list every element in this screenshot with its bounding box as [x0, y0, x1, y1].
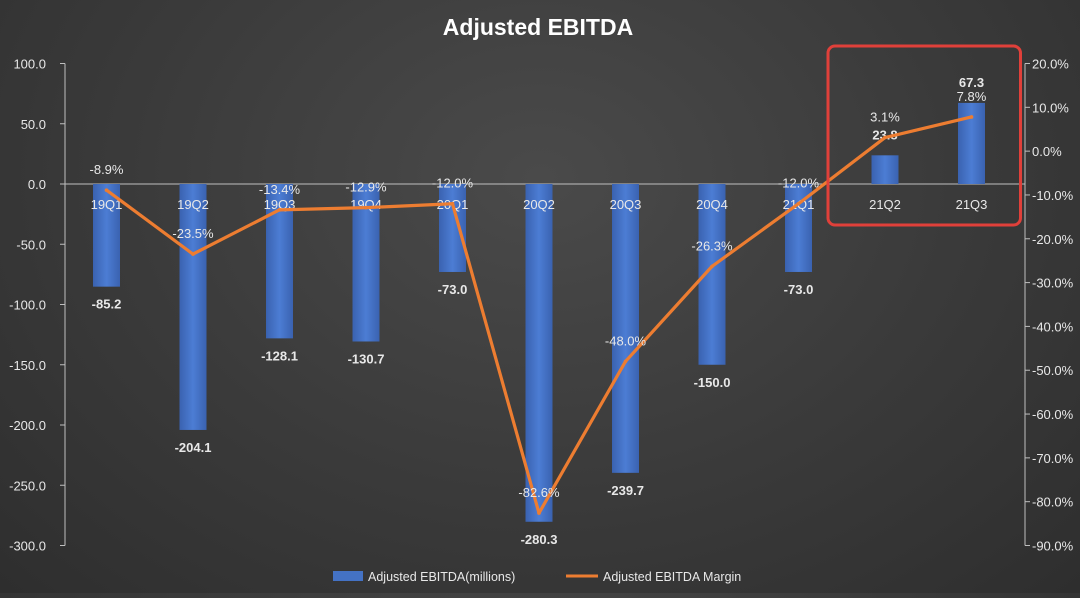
bar-value-label: -280.3	[521, 532, 558, 547]
y-right-tick-label: -10.0%	[1032, 188, 1074, 203]
margin-value-label: -48.0%	[605, 333, 647, 348]
bar-value-label: -85.2	[92, 297, 122, 312]
margin-value-label: -12.0%	[778, 176, 820, 191]
bar	[525, 184, 553, 522]
margin-point	[883, 135, 887, 140]
y-right-tick-label: 20.0%	[1032, 57, 1069, 72]
legend: Adjusted EBITDA(millions) Adjusted EBITDA…	[333, 570, 741, 584]
bar	[93, 184, 120, 287]
margin-point	[969, 115, 974, 119]
bar-data-labels: -85.2 -204.1 -128.1 -130.7 -73.0 -280.3 -239.7…	[92, 75, 984, 547]
bar-value-label: -73.0	[784, 282, 814, 297]
chart-title: Adjusted EBITDA	[443, 14, 633, 40]
bar-value-label: 23.8	[872, 127, 897, 142]
y-left-tick-label: -150.0	[9, 358, 46, 373]
x-category-label: 20Q2	[523, 197, 555, 212]
x-category-label: 21Q3	[956, 197, 988, 212]
bar	[871, 155, 899, 184]
margin-value-label: 3.1%	[870, 110, 900, 125]
margin-value-label: -12.0%	[432, 176, 474, 191]
category-labels: 19Q119Q219Q319Q420Q120Q220Q320Q421Q121Q2…	[91, 197, 988, 212]
bar	[352, 184, 380, 342]
y-right-tick-label: 0.0%	[1032, 144, 1062, 159]
highlight-box	[826, 44, 1022, 227]
x-category-label: 20Q4	[696, 197, 728, 212]
bar-value-label: -150.0	[694, 375, 731, 390]
line-data-labels: -8.9% -23.5% -13.4% -12.9% -12.0% -82.6% -48.0…	[90, 89, 987, 500]
x-category-label: 20Q3	[610, 197, 642, 212]
bar-value-label: -73.0	[438, 282, 468, 297]
x-category-label: 21Q2	[869, 197, 901, 212]
margin-point	[796, 201, 801, 206]
x-category-label: 19Q1	[91, 197, 123, 212]
margin-point	[537, 511, 541, 515]
bar	[439, 184, 466, 272]
y-right-tick-label: -60.0%	[1032, 407, 1074, 422]
y-right-tick-label: -30.0%	[1032, 276, 1074, 291]
highlight-rectangle	[826, 44, 1022, 227]
y-right-tick-label: 10.0%	[1032, 100, 1069, 115]
y-right-tick-label: -80.0%	[1032, 495, 1074, 510]
y-left-tick-label: -300.0	[9, 539, 46, 554]
y-right-tick-label: -40.0%	[1032, 319, 1074, 334]
bar-value-label: -128.1	[261, 348, 298, 363]
legend-label-line: Adjusted EBITDA Margin	[603, 570, 741, 584]
margin-point	[710, 264, 714, 269]
bar	[612, 184, 639, 473]
bar-value-label: -204.1	[175, 440, 212, 455]
y-right-tick-label: -90.0%	[1032, 539, 1074, 554]
y-axis-left: 100.0 50.0 0.0 -50.0 -100.0 -150.0 -200.0 -250.…	[9, 57, 1025, 554]
margin-value-label: 7.8%	[957, 89, 987, 104]
y-left-tick-label: -200.0	[9, 418, 46, 433]
y-left-tick-label: -50.0	[16, 237, 46, 252]
y-left-tick-label: -100.0	[9, 298, 46, 313]
y-left-tick-label: 100.0	[13, 57, 46, 72]
y-right-tick-label: -20.0%	[1032, 232, 1074, 247]
margin-value-label: -26.3%	[691, 238, 733, 253]
y-left-tick-label: -250.0	[9, 478, 46, 493]
margin-point	[623, 359, 628, 364]
margin-point	[191, 252, 195, 256]
margin-value-label: -82.6%	[518, 485, 560, 500]
bar	[179, 184, 207, 430]
margin-value-label: -12.9%	[345, 180, 387, 195]
bar-value-label: -239.7	[607, 483, 644, 498]
y-right-tick-label: -50.0%	[1032, 363, 1074, 378]
bar-value-label: -130.7	[348, 351, 385, 366]
bar	[958, 102, 985, 184]
y-left-tick-label: 0.0	[28, 177, 46, 192]
y-right-tick-label: -70.0%	[1032, 451, 1074, 466]
y-axis-right: 20.0% 10.0% 0.0% -10.0% -20.0% -30.0% -40.0% -5…	[1024, 57, 1074, 554]
legend-label-bar: Adjusted EBITDA(millions)	[368, 570, 515, 584]
margin-point	[450, 201, 455, 206]
legend-swatch-bar	[333, 571, 363, 581]
bar-series	[93, 102, 985, 522]
x-category-label: 19Q2	[177, 197, 209, 212]
margin-value-label: -13.4%	[259, 182, 301, 197]
margin-value-label: -23.5%	[172, 226, 214, 241]
bar-value-label: 67.3	[959, 75, 984, 90]
margin-point	[104, 188, 109, 192]
margin-value-label: -8.9%	[90, 162, 124, 177]
y-left-tick-label: 50.0	[21, 117, 46, 132]
margin-point	[277, 208, 282, 212]
x-category-label: 19Q4	[350, 197, 382, 212]
margin-point	[364, 205, 368, 210]
